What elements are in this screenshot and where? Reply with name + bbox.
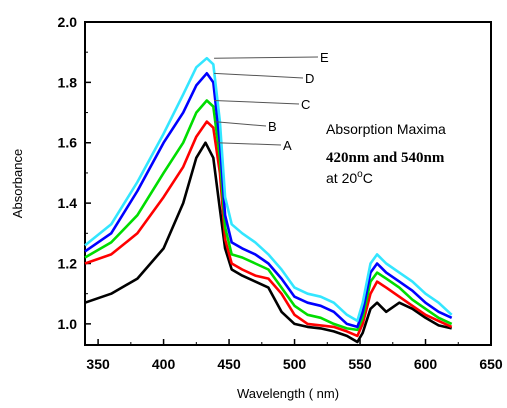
plot-border: [84, 21, 492, 346]
x-tick-label: 400: [152, 356, 176, 372]
series-label-group: AB CDE: [214, 50, 329, 153]
x-tick-label: 650: [479, 356, 503, 372]
x-tick-label: 500: [283, 356, 307, 372]
y-tick-label: 1.2: [58, 255, 78, 271]
series-label-b: B: [268, 119, 277, 134]
x-tick-label: 550: [348, 356, 372, 372]
annotation-temperature-unit: C: [363, 170, 373, 186]
series-line-b: [84, 120, 453, 338]
y-axis: 1.0 1.2 1.4 1.6 1.8 2.0: [58, 14, 91, 332]
series-line-e: [84, 56, 453, 323]
x-tick-label: 350: [86, 356, 110, 372]
series-group: [84, 56, 453, 344]
annotation-temperature: at 20oC: [326, 169, 373, 186]
series-label-a: A: [283, 138, 292, 153]
series-leader-line: [216, 142, 282, 146]
degree-sign: o: [357, 169, 363, 180]
y-tick-label: 2.0: [58, 14, 78, 30]
series-label-c: C: [301, 97, 310, 112]
y-axis-title: Absorbance: [10, 149, 25, 218]
annotation-title: Absorption Maxima: [326, 121, 446, 137]
series-line-c: [84, 99, 453, 332]
series-line-d: [84, 72, 453, 329]
series-label-d: D: [305, 71, 314, 86]
series-leader-line: [214, 99, 300, 105]
y-tick-label: 1.6: [58, 135, 78, 151]
series-label-e: E: [320, 50, 329, 65]
y-tick-label: 1.0: [58, 316, 78, 332]
series-leader-line: [214, 121, 267, 127]
annotation-maxima: 420nm and 540nm: [326, 150, 445, 166]
x-axis-title: Wavelength ( nm): [237, 386, 339, 401]
x-tick-label: 450: [217, 356, 241, 372]
series-line-a: [84, 141, 452, 344]
x-axis: 350 400 450 500 550 600 650: [86, 339, 503, 372]
y-tick-label: 1.8: [58, 74, 78, 90]
annotation-temperature-prefix: at 20: [326, 170, 357, 186]
series-leader-line: [214, 56, 319, 59]
x-tick-label: 600: [414, 356, 438, 372]
plot-frame: [84, 21, 492, 346]
series-leader-line: [214, 72, 304, 79]
y-tick-label: 1.4: [58, 195, 78, 211]
